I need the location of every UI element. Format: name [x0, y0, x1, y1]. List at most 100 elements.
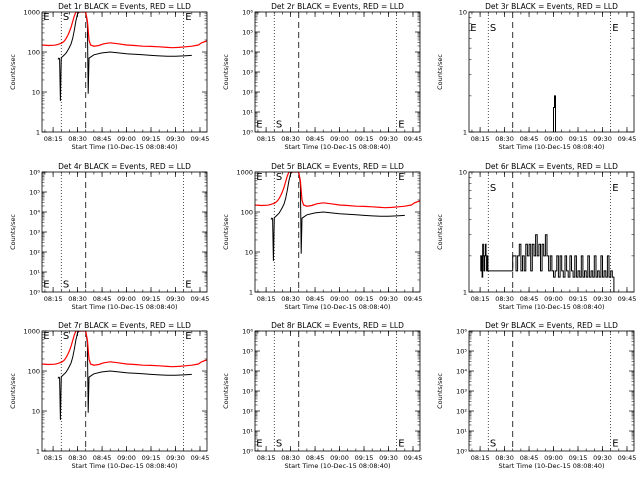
y-tick-label: 10⁰ — [242, 448, 253, 456]
panel-det9: 08:15 08:30 08:45 09:00 09:15 09:30 09:45 10⁰ 10… — [436, 321, 636, 470]
x-tick-label: 08:15 — [471, 295, 490, 303]
marker-letter-s: S — [63, 12, 69, 23]
y-tick-label: 10³ — [242, 388, 253, 396]
series-line-lld — [255, 172, 420, 209]
x-tick-label: 08:15 — [257, 295, 276, 303]
x-tick-label: 08:45 — [520, 454, 539, 462]
series-line-lld — [42, 12, 207, 49]
panel-det1: 08:15 08:30 08:45 09:00 09:15 09:30 09:45 1 10 10… — [9, 2, 209, 151]
plot-frame — [468, 11, 635, 133]
x-tick-label: 08:45 — [93, 135, 112, 143]
y-axis-label: Counts/sec — [9, 54, 17, 90]
y-tick-label: 10¹ — [456, 428, 467, 436]
y-tick-label: 10³ — [242, 69, 253, 77]
y-axis-label: Counts/sec — [222, 54, 230, 90]
marker-letter-e: E — [612, 439, 618, 450]
x-axis-label: Start Time (10-Dec-15 08:08:40) — [284, 462, 390, 470]
y-tick-label: 10 — [32, 408, 40, 416]
x-tick-label: 08:15 — [471, 135, 490, 143]
marker-letter-s: S — [63, 331, 69, 342]
y-tick-label: 10¹ — [29, 269, 40, 277]
series-group — [480, 234, 615, 292]
x-tick-label: 08:45 — [520, 295, 539, 303]
x-tick-label: 09:15 — [142, 454, 161, 462]
x-axis-label: Start Time (10-Dec-15 08:08:40) — [498, 303, 604, 311]
x-tick-label: 09:45 — [404, 135, 423, 143]
x-axis-label: Start Time (10-Dec-15 08:08:40) — [71, 303, 177, 311]
marker-letter-e: E — [612, 183, 618, 194]
y-tick-label: 10⁰ — [242, 129, 253, 137]
x-tick-label: 08:15 — [44, 295, 63, 303]
panel-det5: 08:15 08:30 08:45 09:00 09:15 09:30 09:45 1 10 10… — [222, 162, 422, 311]
x-tick-label: 08:30 — [495, 295, 514, 303]
y-tick-label: 10 — [459, 9, 467, 17]
y-tick-label: 10¹ — [242, 428, 253, 436]
x-tick-label: 09:15 — [355, 454, 374, 462]
marker-letter-s: S — [276, 120, 282, 131]
marker-letter-e: E — [43, 331, 49, 342]
marker-letter-s: S — [490, 183, 496, 194]
series-line-events — [270, 172, 405, 261]
panel-det7: 08:15 08:30 08:45 09:00 09:15 09:30 09:45 1 10 10… — [9, 321, 209, 470]
x-tick-label: 09:15 — [355, 295, 374, 303]
y-axis-label: Counts/sec — [436, 214, 444, 250]
panel-det6: 08:15 08:30 08:45 09:00 09:15 09:30 09:45 1 10 S E… — [436, 162, 636, 311]
x-tick-label: 08:15 — [471, 454, 490, 462]
panel-title: Det 5r BLACK = Events, RED = LLD — [271, 162, 404, 171]
x-tick-label: 09:45 — [404, 454, 423, 462]
panel-title: Det 2r BLACK = Events, RED = LLD — [271, 2, 404, 11]
marker-letter-e: E — [256, 439, 262, 450]
y-tick-label: 10³ — [29, 229, 40, 237]
panel-title: Det 4r BLACK = Events, RED = LLD — [58, 162, 191, 171]
plot-frame — [254, 171, 421, 293]
y-tick-label: 1 — [249, 289, 253, 297]
marker-letter-s: S — [490, 439, 496, 450]
x-tick-label: 08:30 — [68, 295, 87, 303]
y-tick-label: 10⁴ — [242, 49, 253, 57]
marker-letter-e: E — [185, 280, 191, 291]
x-tick-label: 09:15 — [569, 135, 588, 143]
y-tick-label: 10⁵ — [456, 348, 467, 356]
series-line-events — [57, 12, 192, 101]
y-axis-label: Counts/sec — [9, 373, 17, 409]
x-tick-label: 08:30 — [281, 295, 300, 303]
x-tick-label: 09:00 — [117, 454, 136, 462]
x-tick-label: 09:00 — [544, 135, 563, 143]
plot-frame — [254, 11, 421, 133]
x-axis-label: Start Time (10-Dec-15 08:08:40) — [71, 462, 177, 470]
y-tick-label: 10 — [245, 249, 253, 257]
x-tick-label: 09:00 — [544, 454, 563, 462]
series-line-lld — [42, 331, 207, 368]
x-tick-label: 09:15 — [142, 135, 161, 143]
x-tick-label: 09:15 — [569, 295, 588, 303]
x-tick-label: 08:30 — [68, 135, 87, 143]
x-tick-label: 09:45 — [618, 135, 637, 143]
y-tick-label: 10⁵ — [242, 348, 253, 356]
x-tick-label: 09:00 — [330, 454, 349, 462]
x-tick-label: 09:00 — [330, 295, 349, 303]
x-tick-label: 09:30 — [166, 135, 185, 143]
x-tick-label: 08:45 — [93, 454, 112, 462]
marker-letter-e: E — [185, 331, 191, 342]
marker-letter-e: E — [185, 12, 191, 23]
panel-title: Det 1r BLACK = Events, RED = LLD — [58, 2, 191, 11]
y-tick-label: 10² — [29, 249, 40, 257]
y-tick-label: 10¹ — [242, 109, 253, 117]
x-tick-label: 08:30 — [495, 135, 514, 143]
y-tick-label: 10² — [242, 89, 253, 97]
panel-title: Det 7r BLACK = Events, RED = LLD — [58, 321, 191, 330]
marker-letter-s: S — [276, 172, 282, 183]
x-tick-label: 08:15 — [44, 454, 63, 462]
marker-letter-e: E — [398, 172, 404, 183]
y-tick-label: 10⁶ — [242, 328, 253, 336]
y-tick-label: 10⁰ — [29, 289, 40, 297]
plot-frame — [468, 330, 635, 452]
panel-det2: 08:15 08:30 08:45 09:00 09:15 09:30 09:45 10⁰ 10… — [222, 2, 422, 151]
x-tick-label: 08:45 — [306, 295, 325, 303]
x-tick-label: 09:00 — [117, 135, 136, 143]
x-tick-label: 09:45 — [191, 295, 210, 303]
x-tick-label: 09:00 — [544, 295, 563, 303]
y-tick-label: 10⁴ — [456, 368, 467, 376]
y-tick-label: 10 — [459, 169, 467, 177]
